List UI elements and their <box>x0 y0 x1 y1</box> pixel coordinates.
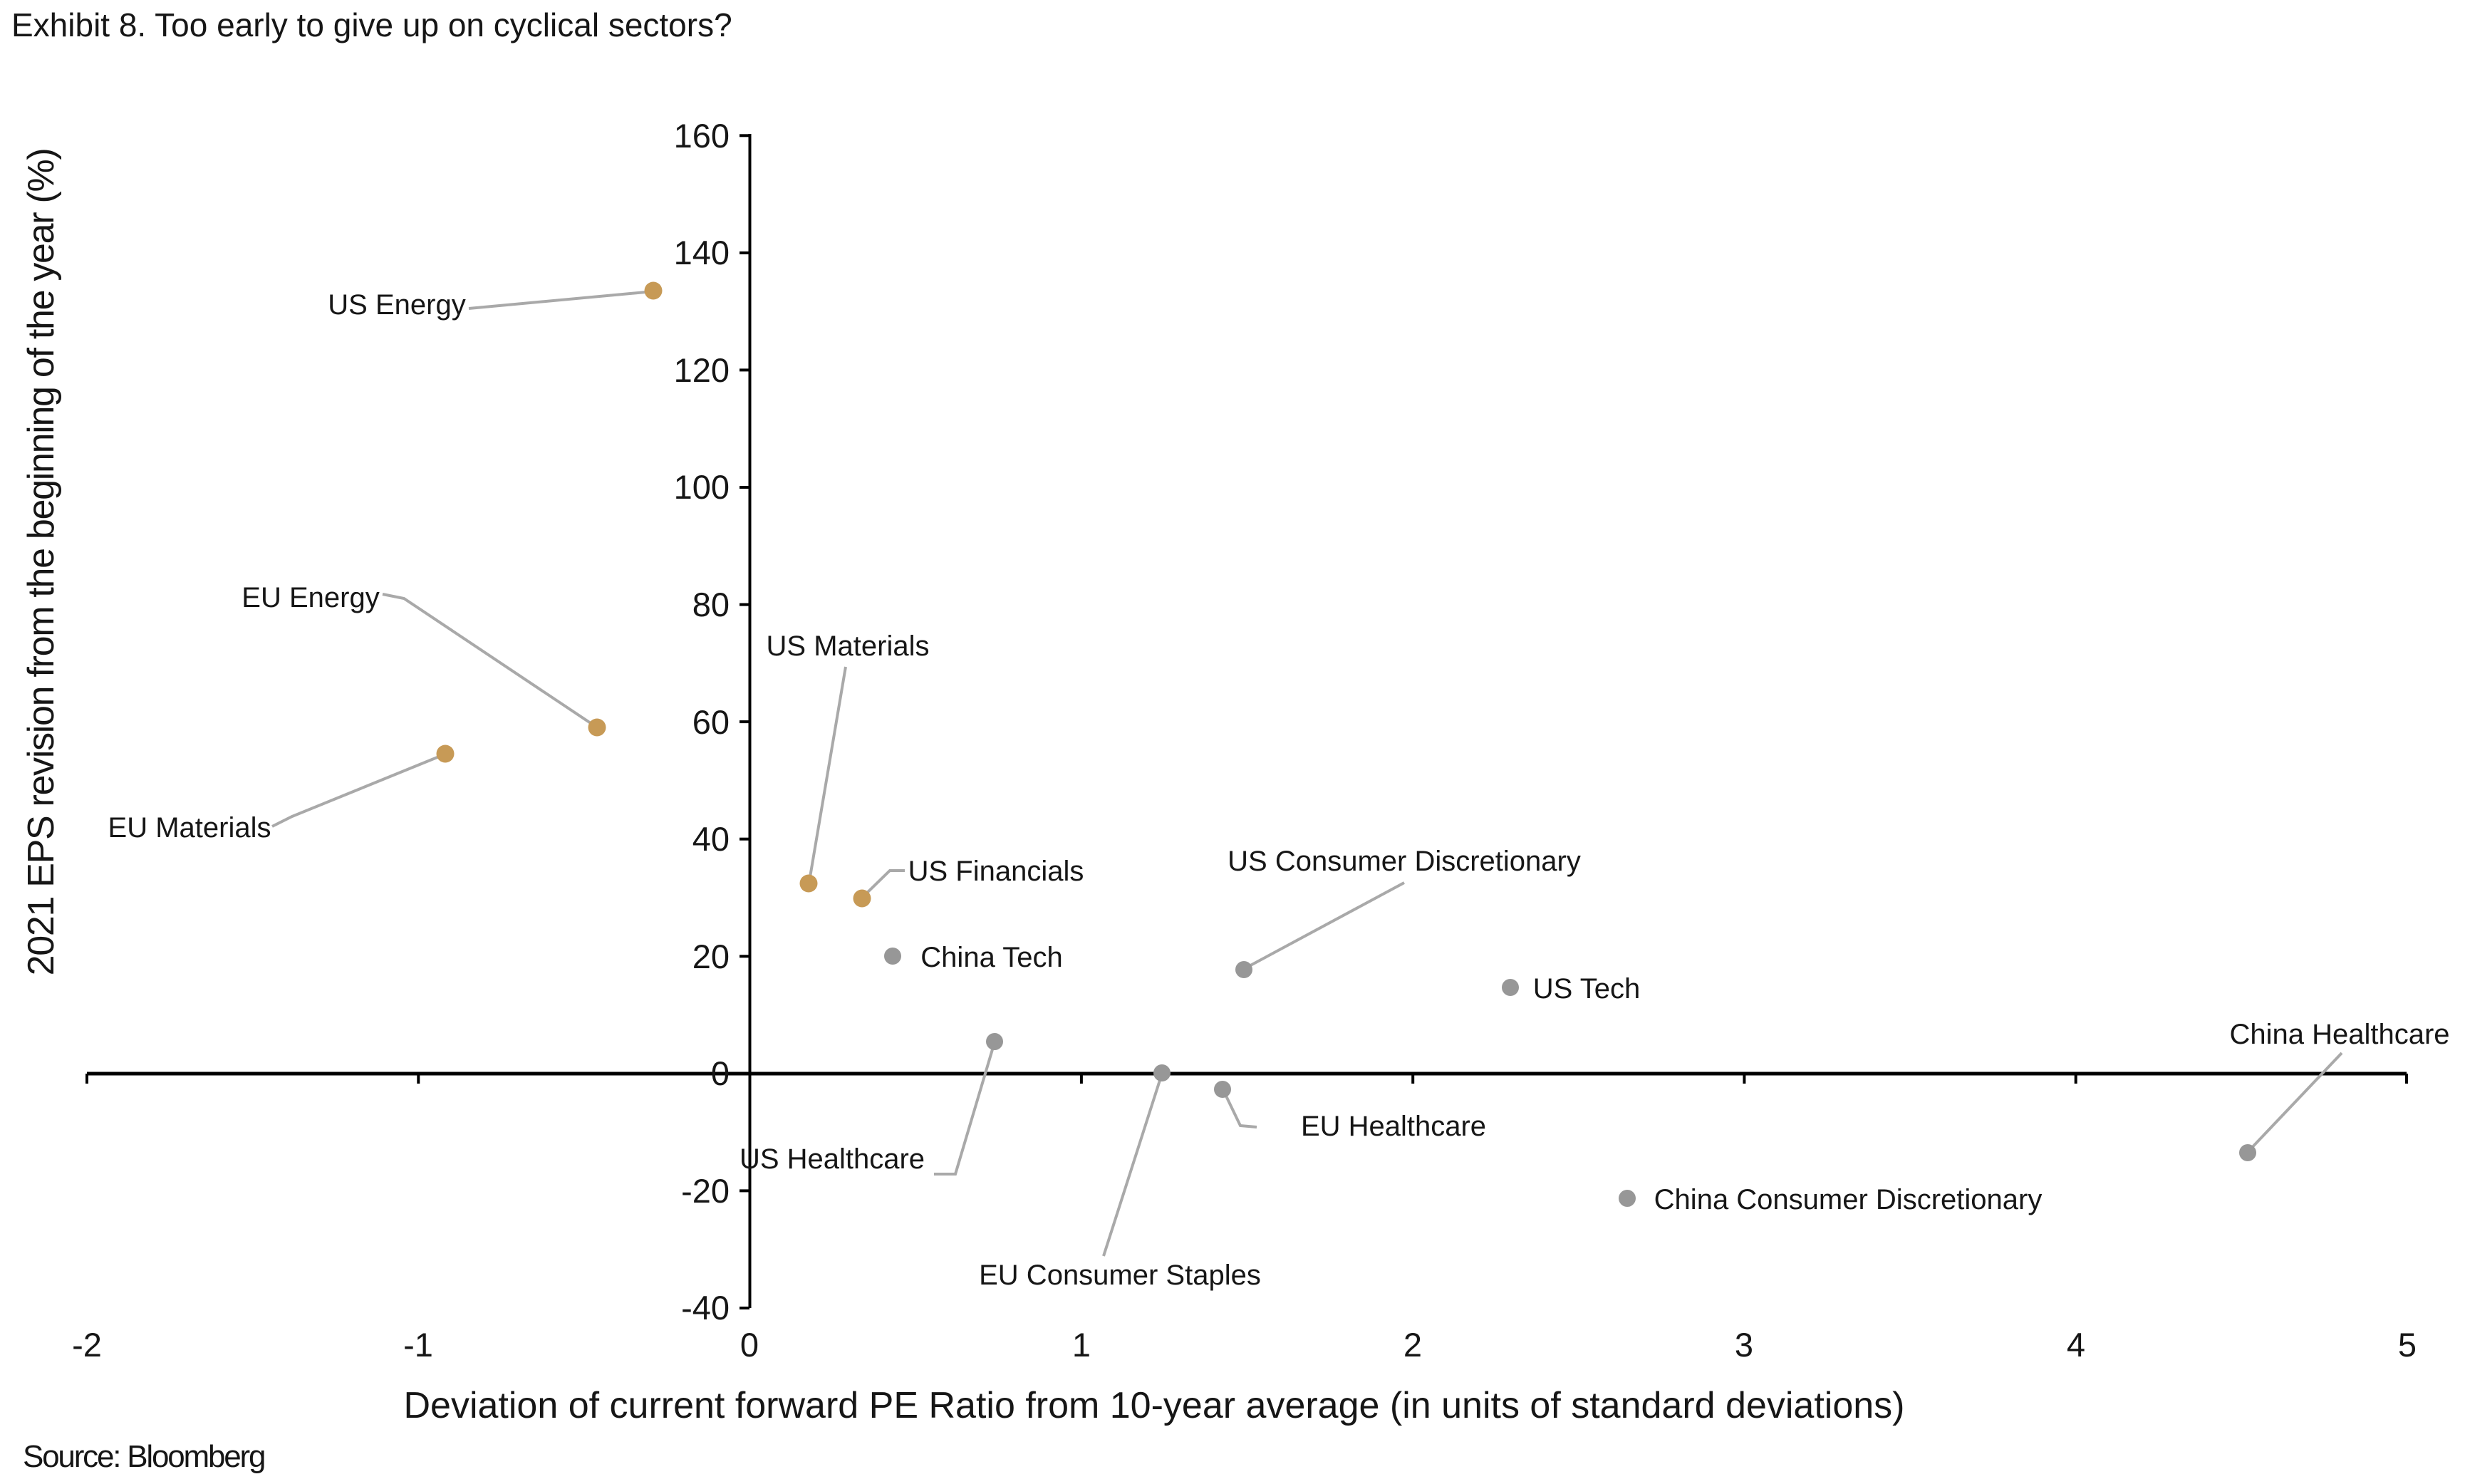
svg-text:0: 0 <box>740 1326 759 1364</box>
svg-text:-40: -40 <box>681 1289 730 1327</box>
svg-text:40: 40 <box>692 820 730 858</box>
svg-text:EU Healthcare: EU Healthcare <box>1301 1111 1486 1142</box>
svg-text:140: 140 <box>674 234 730 271</box>
svg-text:20: 20 <box>692 938 730 975</box>
svg-text:4: 4 <box>2067 1326 2085 1364</box>
svg-text:3: 3 <box>1735 1326 1753 1364</box>
svg-text:EU Energy: EU Energy <box>242 582 379 613</box>
svg-text:Exhibit 8. Too early to give u: Exhibit 8. Too early to give up on cycli… <box>11 6 732 43</box>
svg-text:EU Materials: EU Materials <box>108 812 271 844</box>
svg-text:Source: Bloomberg: Source: Bloomberg <box>23 1439 264 1474</box>
svg-text:1: 1 <box>1072 1326 1091 1364</box>
svg-text:US Tech: US Tech <box>1533 973 1640 1005</box>
svg-text:-2: -2 <box>72 1326 102 1364</box>
svg-text:US Financials: US Financials <box>908 856 1084 887</box>
svg-text:-20: -20 <box>681 1172 730 1210</box>
svg-text:US Consumer Discretionary: US Consumer Discretionary <box>1228 846 1581 877</box>
svg-text:China Healthcare: China Healthcare <box>2229 1019 2449 1050</box>
svg-text:US Materials: US Materials <box>767 631 930 662</box>
svg-text:100: 100 <box>674 468 730 506</box>
svg-text:2: 2 <box>1403 1326 1422 1364</box>
svg-text:EU Consumer Staples: EU Consumer Staples <box>979 1260 1261 1291</box>
svg-text:120: 120 <box>674 351 730 389</box>
svg-text:Deviation of current forward P: Deviation of current forward PE Ratio fr… <box>403 1385 1904 1426</box>
svg-text:China Tech: China Tech <box>920 942 1062 973</box>
svg-text:60: 60 <box>692 703 730 741</box>
svg-text:0: 0 <box>711 1054 730 1092</box>
svg-text:China Consumer Discretionary: China Consumer Discretionary <box>1654 1184 2043 1215</box>
svg-text:US Energy: US Energy <box>328 289 465 321</box>
svg-text:80: 80 <box>692 586 730 623</box>
svg-text:2021 EPS revision from the beg: 2021 EPS revision from the beginning of … <box>21 149 62 976</box>
svg-text:5: 5 <box>2398 1326 2417 1364</box>
svg-text:-1: -1 <box>403 1326 433 1364</box>
svg-text:160: 160 <box>674 117 730 155</box>
svg-text:US Healthcare: US Healthcare <box>740 1143 925 1175</box>
